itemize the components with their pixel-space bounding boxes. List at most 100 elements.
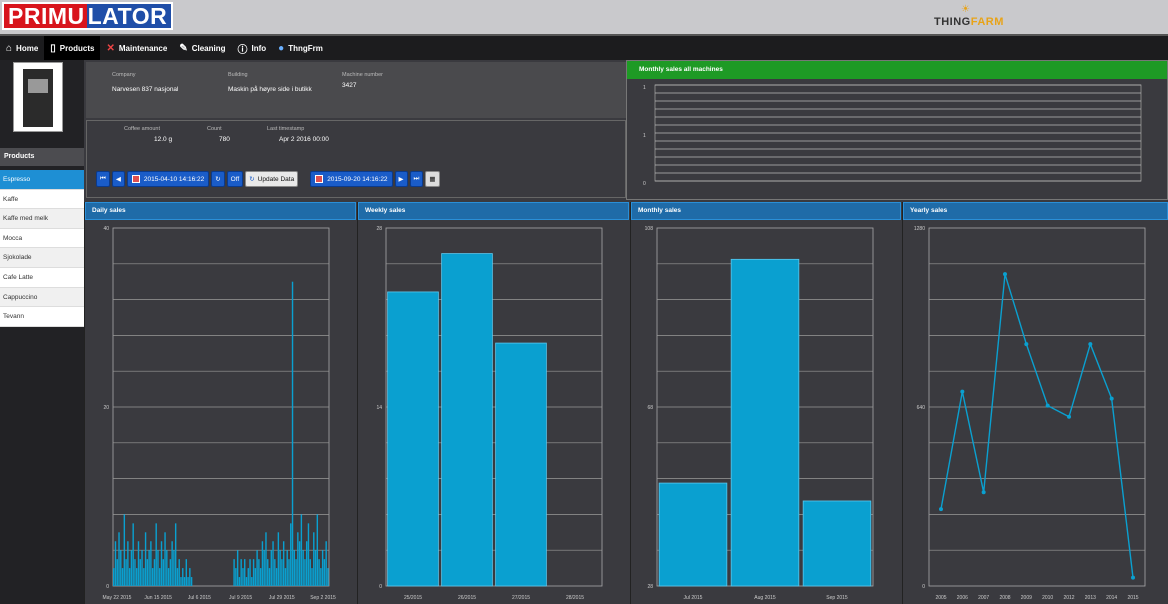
bar xyxy=(187,577,189,586)
data-point xyxy=(981,490,986,495)
data-point xyxy=(1131,575,1135,580)
x-tick-label: Aug 2015 xyxy=(754,595,776,601)
data-point xyxy=(1109,396,1114,401)
bar xyxy=(240,559,242,586)
y-tick-label: 40 xyxy=(103,226,109,232)
bar xyxy=(267,559,269,586)
weekly-sales-chart: 0 14 28 25/2015 26/2015 27/2015 28/2015 xyxy=(376,226,603,601)
product-item[interactable]: Sjokolade xyxy=(0,248,84,268)
last-button[interactable]: ⏭ xyxy=(409,171,424,187)
x-tick-label: 2013 xyxy=(1085,595,1096,601)
bar xyxy=(251,577,253,586)
logo-part1: PRIMU xyxy=(4,4,87,28)
product-item[interactable]: Cafe Latte xyxy=(0,267,84,288)
company-value: Narvesen 837 nasjonal xyxy=(112,86,179,93)
bar xyxy=(256,550,258,586)
update-data-button[interactable]: ↻ Update Data xyxy=(245,171,299,187)
bar xyxy=(279,550,281,586)
weekly-sales-panel: Weekly sales 0 14 28 25/2015 26/2015 27/2015 2… xyxy=(357,202,629,604)
bar xyxy=(169,559,172,586)
yearly-sales-panel: Yearly sales 0 640 1280 2005 2006 2007 2008 200… xyxy=(902,202,1168,604)
date-from-picker[interactable]: 2015-04-10 14:16:22 xyxy=(126,171,210,187)
bar xyxy=(305,541,308,586)
off-toggle[interactable]: Off xyxy=(226,171,244,187)
product-item[interactable]: Mocca xyxy=(0,228,84,249)
nav-home[interactable]: ⌂ Home xyxy=(0,36,44,60)
bar xyxy=(313,532,315,586)
bar xyxy=(157,550,159,586)
x-tick-label: Sep 2 2015 xyxy=(310,595,336,601)
x-tick-label: 28/2015 xyxy=(566,595,584,601)
bar xyxy=(304,559,306,586)
nav-thngfrm[interactable]: ● ThngFrm xyxy=(272,36,329,60)
y-tick-label: 28 xyxy=(376,226,382,232)
daily-sales-panel: Daily sales 0 20 40 May 22 2015 Jun 15 2015 J… xyxy=(84,202,356,604)
monthly-sales-panel: Monthly sales 28 68 108 Jul 2015 Aug 2015 Sep… xyxy=(630,202,901,604)
bar xyxy=(265,532,267,586)
prev-button[interactable]: ◀ xyxy=(111,171,125,187)
bar xyxy=(136,568,138,586)
bar xyxy=(281,559,283,586)
y-tick: 1 xyxy=(643,85,646,91)
product-item[interactable]: Kaffe med melk xyxy=(0,209,84,229)
sidebar: Products Espresso Kaffe Kaffe med melk M… xyxy=(0,60,84,604)
x-tick-label: 26/2015 xyxy=(458,595,476,601)
nav-products[interactable]: ▯ Products xyxy=(44,36,101,60)
yearly-sales-chart: 0 640 1280 2005 2006 2007 2008 2009 2010 2012 2013… xyxy=(914,226,1146,601)
bar xyxy=(139,559,141,586)
count-label: Count xyxy=(207,126,222,132)
amount-field: Coffee amount 12.0 g xyxy=(124,126,172,143)
bar xyxy=(118,532,120,586)
bar xyxy=(162,559,164,586)
x-tick-label: 2015 xyxy=(1127,595,1138,601)
x-tick-label: Jul 2015 xyxy=(684,595,703,601)
bar xyxy=(132,523,134,586)
y-tick-label: 0 xyxy=(106,584,109,590)
monthly-all-chart: 1 1 0 xyxy=(643,84,1142,187)
bar xyxy=(235,568,237,586)
machine-number-value: 3427 xyxy=(342,82,357,89)
bar xyxy=(123,514,126,586)
x-tick-label: May 22 2015 xyxy=(103,595,132,601)
x-tick-label: 2008 xyxy=(999,595,1010,601)
product-item[interactable]: Cappuccino xyxy=(0,287,84,308)
nav-label: Maintenance xyxy=(118,43,168,53)
next-button[interactable]: ▶ xyxy=(394,171,408,187)
date-to-picker[interactable]: 2015-09-20 14:16:22 xyxy=(310,171,393,187)
brush-icon: ✎ xyxy=(179,42,188,54)
bar xyxy=(121,568,124,586)
bar xyxy=(125,559,127,586)
nav-cleaning[interactable]: ✎ Cleaning xyxy=(173,36,231,60)
bar xyxy=(180,577,182,586)
nav-info[interactable]: ⓘ Info xyxy=(232,36,273,60)
bar xyxy=(387,291,439,587)
product-item[interactable]: Kaffe xyxy=(0,189,84,210)
product-item[interactable]: Espresso xyxy=(0,170,84,190)
first-button[interactable]: ⏮ xyxy=(96,171,110,187)
nav-label: Products xyxy=(59,43,95,53)
logo-part2: LATOR xyxy=(86,4,172,28)
bar xyxy=(174,523,177,586)
bar xyxy=(182,568,184,586)
y-tick-label: 0 xyxy=(379,584,382,590)
refresh-button[interactable]: ↻ xyxy=(211,171,225,187)
product-item[interactable]: Tevann xyxy=(0,307,84,327)
nav-maintenance[interactable]: ✕ Maintenance xyxy=(100,36,173,60)
calendar-icon xyxy=(315,175,324,183)
bar xyxy=(316,514,319,586)
nav-label: Home xyxy=(16,43,39,53)
bar xyxy=(290,523,292,586)
bar xyxy=(320,568,322,586)
more-button[interactable]: ▦ xyxy=(425,171,440,187)
bar xyxy=(275,568,278,586)
bar xyxy=(130,550,133,586)
nav-label: Info xyxy=(251,43,267,53)
bar xyxy=(171,541,173,586)
amount-value: 12.0 g xyxy=(154,136,173,143)
bar xyxy=(127,541,129,586)
timestamp-label: Last timestamp xyxy=(267,126,305,132)
x-tick-label: Jun 15 2015 xyxy=(144,595,172,601)
monthly-all-title: Monthly sales all machines xyxy=(627,61,1167,79)
data-point xyxy=(939,507,943,512)
thingfarm-text: THINGFARM xyxy=(934,16,1004,28)
